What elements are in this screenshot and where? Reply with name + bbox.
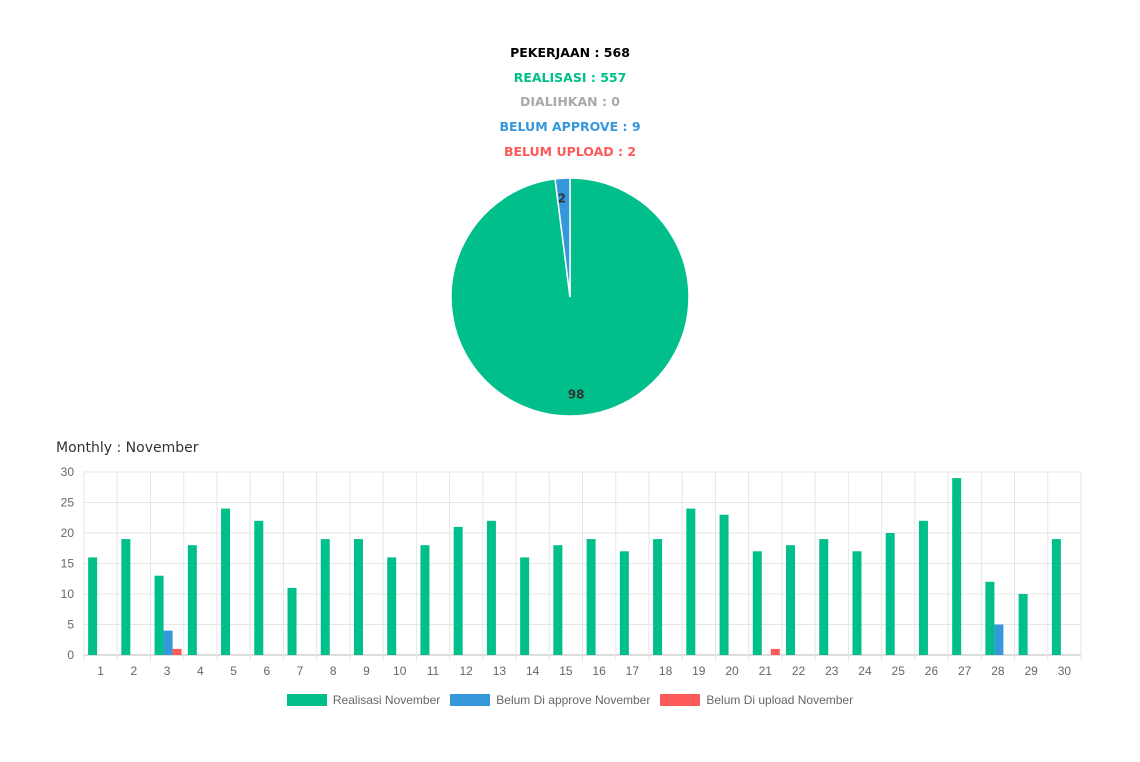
x-tick-label: 21: [759, 664, 773, 678]
x-tick-label: 11: [427, 664, 440, 678]
legend-item-upload[interactable]: Belum Di upload November: [660, 693, 853, 707]
y-tick-label: 0: [67, 648, 74, 662]
monthly-title: Monthly : November: [56, 440, 199, 456]
x-tick-label: 1: [97, 664, 104, 678]
bar-realisasi-12[interactable]: [453, 526, 463, 655]
bar-realisasi-9[interactable]: [353, 539, 363, 655]
x-tick-label: 16: [592, 664, 606, 678]
x-tick-label: 17: [626, 664, 640, 678]
legend-swatch-realisasi: [286, 694, 327, 706]
bar-realisasi-15[interactable]: [553, 545, 563, 655]
bar-realisasi-10[interactable]: [387, 557, 397, 655]
x-tick-label: 22: [792, 664, 806, 678]
bar-approve-28[interactable]: [994, 624, 1004, 656]
x-tick-label: 6: [263, 664, 270, 678]
x-tick-label: 12: [460, 664, 474, 678]
legend-item-approve[interactable]: Belum Di approve November: [450, 693, 650, 707]
x-tick-label: 24: [858, 664, 872, 678]
bar-realisasi-29[interactable]: [1018, 594, 1028, 655]
x-tick-label: 8: [330, 664, 337, 678]
bar-realisasi-2[interactable]: [121, 539, 131, 655]
summary-realisasi: REALISASI : 557: [513, 69, 627, 85]
x-tick-label: 26: [925, 664, 939, 678]
bar-upload-3[interactable]: [172, 648, 182, 655]
pie-label-2: 2: [558, 191, 566, 205]
bar-realisasi-28[interactable]: [985, 581, 995, 655]
pie-chart: 98 2: [450, 177, 690, 417]
bar-realisasi-17[interactable]: [619, 551, 629, 655]
bar-realisasi-4[interactable]: [187, 545, 197, 655]
bar-realisasi-14[interactable]: [520, 557, 530, 655]
x-tick-label: 20: [725, 664, 739, 678]
x-tick-label: 10: [393, 664, 407, 678]
x-tick-label: 2: [131, 664, 138, 678]
x-tick-label: 13: [493, 664, 507, 678]
legend-item-realisasi[interactable]: Realisasi November: [286, 693, 441, 707]
x-tick-label: 19: [692, 664, 706, 678]
x-tick-label: 9: [363, 664, 370, 678]
bar-realisasi-30[interactable]: [1051, 539, 1061, 655]
bar-realisasi-19[interactable]: [686, 508, 696, 655]
chart-legend: Realisasi November Belum Di approve Nove…: [0, 693, 1140, 707]
x-tick-label: 4: [197, 664, 204, 678]
legend-label-approve: Belum Di approve November: [496, 693, 651, 707]
summary-panel: PEKERJAAN : 568 REALISASI : 557 DIALIHKA…: [0, 44, 1140, 167]
legend-swatch-upload: [660, 694, 701, 706]
y-tick-label: 5: [67, 618, 74, 632]
bar-upload-21[interactable]: [770, 648, 780, 655]
bar-realisasi-20[interactable]: [719, 514, 729, 655]
legend-swatch-approve: [450, 694, 491, 706]
x-tick-label: 30: [1058, 664, 1072, 678]
y-tick-label: 20: [61, 526, 75, 540]
summary-dialihkan: DIALIHKAN : 0: [520, 94, 620, 110]
y-tick-label: 25: [61, 496, 75, 510]
bar-realisasi-22[interactable]: [786, 545, 796, 655]
bar-realisasi-16[interactable]: [586, 539, 596, 655]
legend-label-realisasi: Realisasi November: [332, 693, 441, 707]
summary-belum-upload: BELUM UPLOAD : 2: [503, 143, 637, 159]
y-tick-label: 10: [61, 587, 75, 601]
summary-belum-approve: BELUM APPROVE : 9: [499, 119, 641, 135]
y-tick-label: 30: [61, 465, 75, 479]
x-tick-label: 18: [659, 664, 673, 678]
bar-realisasi-24[interactable]: [852, 551, 862, 655]
bar-realisasi-5[interactable]: [221, 508, 231, 655]
x-tick-label: 23: [825, 664, 839, 678]
bar-realisasi-8[interactable]: [320, 539, 330, 655]
bar-realisasi-27[interactable]: [952, 478, 962, 655]
y-tick-label: 15: [61, 557, 75, 571]
bar-realisasi-7[interactable]: [287, 587, 297, 655]
bar-realisasi-23[interactable]: [819, 539, 829, 655]
x-tick-label: 5: [230, 664, 237, 678]
pie-slice-2[interactable]: [554, 177, 571, 298]
bar-realisasi-26[interactable]: [918, 520, 928, 655]
legend-label-upload: Belum Di upload November: [706, 693, 854, 707]
x-tick-label: 3: [164, 664, 171, 678]
x-tick-label: 27: [958, 664, 972, 678]
x-tick-label: 15: [559, 664, 573, 678]
x-tick-label: 14: [526, 664, 540, 678]
pie-label-98: 98: [568, 387, 585, 401]
bar-realisasi-6[interactable]: [254, 520, 264, 655]
summary-pekerjaan: PEKERJAAN : 568: [510, 45, 630, 60]
bar-realisasi-13[interactable]: [486, 520, 496, 655]
bar-realisasi-3[interactable]: [154, 575, 164, 655]
x-tick-label: 7: [297, 664, 304, 678]
bar-realisasi-25[interactable]: [885, 533, 895, 655]
bar-approve-3[interactable]: [163, 630, 173, 655]
x-tick-label: 25: [892, 664, 906, 678]
bar-realisasi-11[interactable]: [420, 545, 430, 655]
bar-realisasi-21[interactable]: [752, 551, 762, 655]
x-tick-label: 29: [1024, 664, 1038, 678]
bar-realisasi-1[interactable]: [88, 557, 98, 655]
x-tick-label: 28: [991, 664, 1005, 678]
bar-realisasi-18[interactable]: [653, 539, 663, 655]
